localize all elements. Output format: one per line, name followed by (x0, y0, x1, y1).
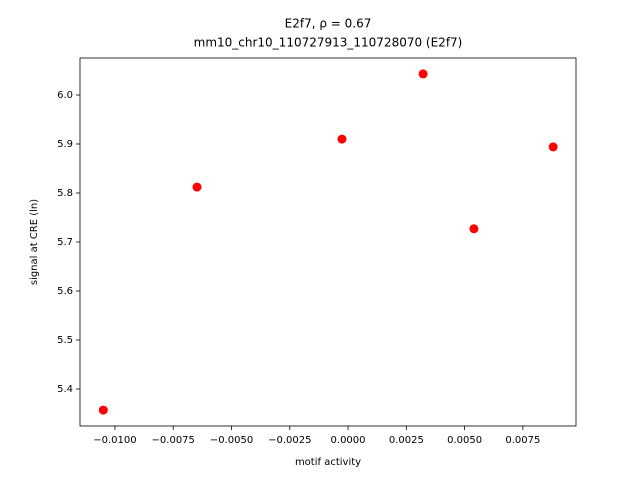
x-tick-label: −0.0100 (93, 435, 136, 446)
x-tick-label: −0.0025 (268, 435, 311, 446)
x-tick-label: −0.0075 (152, 435, 195, 446)
y-tick-label: 5.6 (57, 286, 73, 297)
y-tick-label: 5.7 (57, 237, 73, 248)
y-tick-label: 6.0 (57, 90, 73, 101)
y-tick-label: 5.5 (57, 335, 73, 346)
x-tick-label: 0.0075 (505, 435, 540, 446)
x-tick-label: 0.0025 (389, 435, 424, 446)
scatter-point (548, 142, 558, 152)
chart-subtitle: mm10_chr10_110727913_110728070 (E2f7) (194, 36, 463, 50)
x-axis-label: motif activity (295, 457, 361, 468)
scatter-point (337, 134, 347, 144)
chart-title: E2f7, ρ = 0.67 (285, 17, 372, 31)
y-tick-label: 5.9 (57, 139, 73, 150)
y-tick-label: 5.4 (57, 384, 73, 395)
y-axis-label: signal at CRE (ln) (29, 199, 40, 285)
x-tick-label: 0.0050 (447, 435, 482, 446)
y-tick-label: 5.8 (57, 188, 73, 199)
scatter-point (469, 224, 479, 234)
x-tick-label: 0.0000 (331, 435, 366, 446)
scatter-point (98, 405, 108, 415)
scatter-point (418, 69, 428, 79)
x-tick-label: −0.0050 (210, 435, 253, 446)
scatter-point (192, 182, 202, 192)
